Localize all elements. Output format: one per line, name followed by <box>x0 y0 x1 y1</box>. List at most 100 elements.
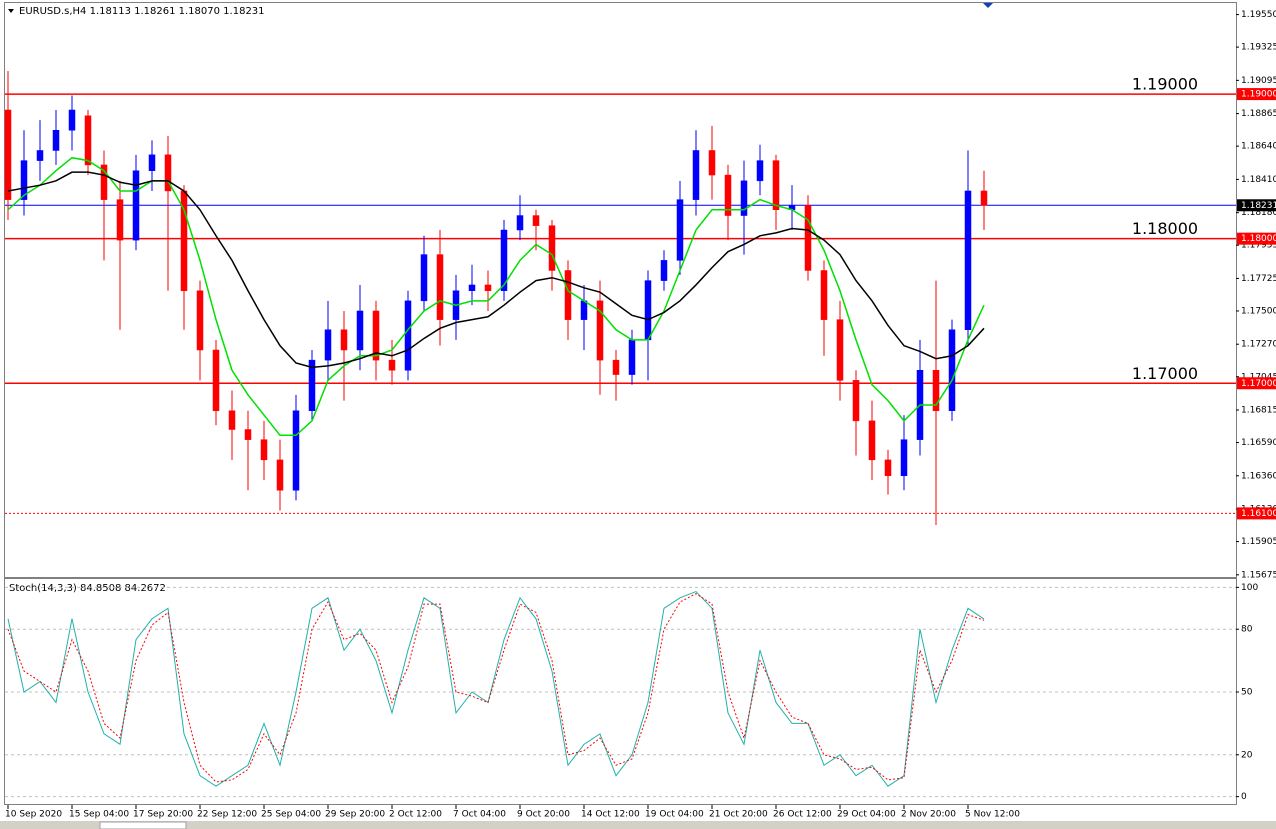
candle-body <box>244 429 252 440</box>
candle-body <box>116 199 124 241</box>
candle-body <box>260 439 268 461</box>
price-box-label: 1.19000 <box>1241 90 1276 100</box>
chart-title: EURUSD.s,H4 1.18113 1.18261 1.18070 1.18… <box>19 6 265 17</box>
candle-body <box>484 284 492 291</box>
candle-body <box>404 300 412 371</box>
x-tick-label: 5 Nov 12:00 <box>965 810 1020 820</box>
price-box <box>1237 377 1276 390</box>
x-tick-label: 29 Oct 04:00 <box>837 810 896 820</box>
indicator-title: Stoch(14,3,3) 84.8508 84.2672 <box>9 583 166 594</box>
y-tick-label: 1.17045 <box>1241 372 1276 382</box>
candle-body <box>772 160 780 211</box>
candle-body <box>676 199 684 261</box>
y-tick-label: 1.15905 <box>1241 537 1276 547</box>
candle-body <box>756 160 764 182</box>
active-tab[interactable] <box>99 821 187 829</box>
price-box-label: 1.18000 <box>1241 234 1276 244</box>
series-line <box>7 171 985 369</box>
candle-body <box>836 319 844 381</box>
level-label: 1.17000 <box>1132 364 1198 383</box>
candle-body <box>628 339 636 375</box>
price-panel <box>4 2 1237 578</box>
y-tick-label: 50 <box>1241 688 1253 698</box>
x-tick-label: 9 Oct 20:00 <box>517 810 570 820</box>
candle-body <box>884 459 892 477</box>
shift-marker[interactable] <box>983 3 993 8</box>
candle-body <box>212 349 220 411</box>
x-tick-label: 14 Oct 12:00 <box>581 810 640 820</box>
series-line <box>7 593 985 783</box>
x-tick-label: 25 Sep 04:00 <box>261 810 321 820</box>
y-tick-label: 1.18410 <box>1241 175 1276 185</box>
candle-body <box>804 205 812 271</box>
candle-body <box>580 300 588 320</box>
y-tick-label: 20 <box>1241 750 1253 760</box>
y-tick-label: 1.17500 <box>1241 306 1276 316</box>
price-box <box>1237 507 1276 520</box>
tab-strip <box>0 821 1276 829</box>
y-tick-label: 1.16360 <box>1241 471 1276 481</box>
candle-body <box>900 439 908 477</box>
y-tick-label: 1.17270 <box>1241 340 1276 350</box>
candle-body <box>356 310 364 351</box>
price-box <box>1237 232 1276 245</box>
candle-body <box>148 154 156 171</box>
candle-body <box>196 290 204 351</box>
collapse-icon[interactable] <box>8 9 14 13</box>
x-tick-label: 21 Oct 20:00 <box>709 810 768 820</box>
y-tick-label: 1.16590 <box>1241 438 1276 448</box>
x-tick-label: 26 Oct 12:00 <box>773 810 832 820</box>
candle-body <box>436 254 444 320</box>
price-box-label: 1.17000 <box>1241 379 1276 389</box>
y-tick-label: 1.18180 <box>1241 208 1276 218</box>
candle-body <box>36 150 44 161</box>
candle-body <box>372 310 380 361</box>
candle-body <box>692 150 700 200</box>
series-line <box>7 156 985 437</box>
y-tick-label: 1.18865 <box>1241 109 1276 119</box>
candle-body <box>852 380 860 422</box>
candle-body <box>84 115 92 166</box>
x-tick-label: 2 Nov 20:00 <box>901 810 956 820</box>
x-tick-label: 15 Sep 04:00 <box>69 810 129 820</box>
x-tick-label: 22 Sep 12:00 <box>197 810 257 820</box>
y-tick-label: 100 <box>1241 583 1258 593</box>
candle-body <box>980 190 988 206</box>
y-tick-label: 1.19550 <box>1241 10 1276 20</box>
candle-body <box>500 229 508 291</box>
candle-body <box>708 150 716 176</box>
candle-body <box>292 410 300 491</box>
price-box <box>1237 199 1276 212</box>
x-tick-label: 7 Oct 04:00 <box>453 810 506 820</box>
candle-body <box>868 420 876 461</box>
candle-body <box>564 270 572 320</box>
candle-body <box>548 225 556 271</box>
y-tick-label: 1.16815 <box>1241 406 1276 416</box>
candle-body <box>388 359 396 371</box>
candle-body <box>52 129 60 151</box>
y-tick-label: 1.18640 <box>1241 142 1276 152</box>
candle-body <box>740 180 748 216</box>
candle-body <box>228 410 236 430</box>
candle-body <box>532 215 540 226</box>
y-tick-label: 1.17725 <box>1241 274 1276 284</box>
candle-body <box>420 254 428 302</box>
candle-body <box>100 164 108 200</box>
level-label: 1.19000 <box>1132 75 1198 94</box>
level-label: 1.18000 <box>1132 219 1198 238</box>
x-tick-label: 17 Sep 20:00 <box>133 810 193 820</box>
candle-body <box>132 170 140 241</box>
candle-body <box>964 190 972 331</box>
price-box-label: 1.16100 <box>1241 509 1276 519</box>
candle-body <box>644 280 652 341</box>
x-tick-label: 10 Sep 2020 <box>5 810 62 820</box>
candle-body <box>164 154 172 192</box>
y-tick-label: 1.17955 <box>1241 241 1276 251</box>
candle-body <box>660 260 668 281</box>
candle-body <box>820 270 828 320</box>
candle-body <box>276 459 284 491</box>
y-tick-label: 1.15675 <box>1241 570 1276 580</box>
y-tick-label: 1.19095 <box>1241 76 1276 86</box>
